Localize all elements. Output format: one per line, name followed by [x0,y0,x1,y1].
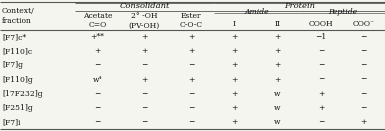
Text: [17F232]g: [17F232]g [2,90,43,98]
Text: +: + [274,47,281,55]
Text: +: + [318,104,324,112]
Text: +: + [231,47,238,55]
Text: −: − [94,118,101,126]
Text: COO⁻: COO⁻ [353,20,375,28]
Text: +: + [231,75,238,83]
Text: −: − [188,90,194,98]
Text: Acetate
C=O: Acetate C=O [83,12,112,29]
Text: −: − [318,118,324,126]
Text: [F251]g: [F251]g [2,104,33,112]
Text: −: − [360,104,367,112]
Text: Consolidant: Consolidant [119,2,170,10]
Text: −: − [94,104,101,112]
Text: [F110]g: [F110]g [2,75,33,83]
Text: +: + [274,33,281,41]
Text: +: + [188,47,194,55]
Text: −: − [188,118,194,126]
Text: +: + [141,47,147,55]
Text: +: + [318,90,324,98]
Text: w⁴: w⁴ [93,75,102,83]
Text: −: − [141,61,147,69]
Text: −1: −1 [315,33,326,41]
Text: [F7]g: [F7]g [2,61,23,69]
Text: −: − [360,61,367,69]
Text: +: + [231,61,238,69]
Text: w: w [274,104,281,112]
Text: +: + [94,47,101,55]
Text: [F7]c*: [F7]c* [2,33,26,41]
Text: II: II [275,20,281,28]
Text: −: − [188,61,194,69]
Text: +: + [141,75,147,83]
Text: +: + [231,104,238,112]
Text: −: − [141,90,147,98]
Text: −: − [94,61,101,69]
Text: Peptide: Peptide [328,7,357,15]
Text: +: + [231,90,238,98]
Text: Context/
fraction: Context/ fraction [2,7,35,25]
Text: −: − [318,61,324,69]
Text: +: + [188,33,194,41]
Text: +: + [188,75,194,83]
Text: +**: +** [90,33,104,41]
Text: −: − [188,104,194,112]
Text: −: − [360,47,367,55]
Text: +: + [274,61,281,69]
Text: 2° -OH
(PV-OH): 2° -OH (PV-OH) [128,12,160,29]
Text: −: − [360,75,367,83]
Text: [F7]i: [F7]i [2,118,20,126]
Text: −: − [318,47,324,55]
Text: +: + [360,118,367,126]
Text: −: − [360,90,367,98]
Text: I: I [233,20,236,28]
Text: −: − [318,75,324,83]
Text: w: w [274,118,281,126]
Text: COOH: COOH [309,20,333,28]
Text: w: w [274,90,281,98]
Text: [F110]c: [F110]c [2,47,32,55]
Text: Protein: Protein [284,2,315,10]
Text: Ester
C-O-C: Ester C-O-C [179,12,203,29]
Text: −: − [360,33,367,41]
Text: +: + [231,118,238,126]
Text: −: − [141,118,147,126]
Text: +: + [141,33,147,41]
Text: Amide: Amide [245,7,270,15]
Text: −: − [94,90,101,98]
Text: −: − [141,104,147,112]
Text: +: + [274,75,281,83]
Text: +: + [231,33,238,41]
